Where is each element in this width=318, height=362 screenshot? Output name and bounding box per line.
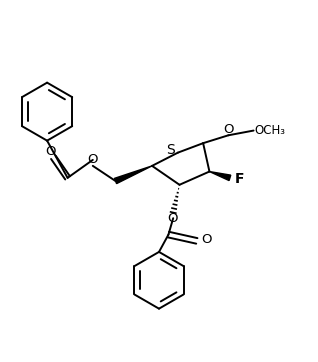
Polygon shape: [114, 166, 152, 184]
Text: O: O: [87, 153, 98, 167]
Text: S: S: [166, 143, 174, 157]
Text: OCH₃: OCH₃: [255, 124, 286, 137]
Text: O: O: [45, 145, 56, 158]
Polygon shape: [210, 172, 231, 181]
Text: O: O: [223, 123, 234, 136]
Text: O: O: [168, 212, 178, 225]
Text: F: F: [234, 172, 244, 186]
Text: O: O: [201, 233, 211, 246]
